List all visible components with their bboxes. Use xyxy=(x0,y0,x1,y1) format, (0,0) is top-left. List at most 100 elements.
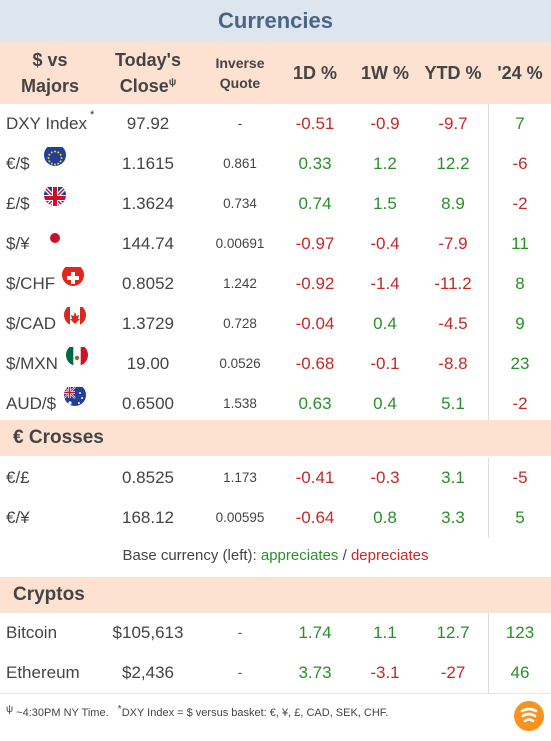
eu-flag-icon xyxy=(44,144,66,166)
row-24: 5 xyxy=(515,508,525,527)
row-1w: -0.1 xyxy=(370,354,400,373)
row-24: 7 xyxy=(515,114,525,133)
header-close-line1: Today's xyxy=(115,50,181,70)
row-ytd: 5.1 xyxy=(441,394,465,413)
legend-sep: / xyxy=(342,547,347,564)
row-1w: -0.3 xyxy=(370,468,400,487)
footnote-time: ~4:30PM NY Time. xyxy=(16,707,109,719)
row-ytd: -11.2 xyxy=(434,274,472,293)
row-inverse: 0.734 xyxy=(223,196,257,211)
header-pair-line1: $ vs xyxy=(32,50,68,70)
legend-down: depreciates xyxy=(350,547,429,564)
row-ytd: -7.9 xyxy=(438,234,468,253)
row-inverse: 0.861 xyxy=(223,156,257,171)
row-close: 97.92 xyxy=(126,114,170,133)
header-24: '24 % xyxy=(497,63,543,83)
header-ytd: YTD % xyxy=(424,63,482,83)
row-1d: 0.74 xyxy=(298,194,332,213)
row-1d: 0.33 xyxy=(298,154,332,173)
row-inverse: - xyxy=(237,625,243,640)
table-row: $/¥ 144.74 0.00691 -0.97 -0.4 -7.9 11 xyxy=(0,224,551,264)
header-inverse: Inverse Quote xyxy=(185,53,295,93)
header-1w: 1W % xyxy=(360,63,409,83)
row-close: 144.74 xyxy=(122,234,174,253)
mexico-flag-icon xyxy=(66,344,88,366)
row-24: 123 xyxy=(505,623,535,642)
row-1d: -0.64 xyxy=(295,508,335,527)
row-name: DXY Index xyxy=(6,114,87,133)
row-24: -5 xyxy=(512,468,528,487)
table-row: DXY Index * 97.92 - -0.51 -0.9 -9.7 7 xyxy=(0,104,551,144)
column-divider xyxy=(488,458,489,538)
row-name: AUD/$ xyxy=(6,394,57,413)
table-row: €/¥ 168.12 0.00595 -0.64 0.8 3.3 5 xyxy=(0,498,551,538)
footer-divider xyxy=(0,693,551,694)
row-1w: 0.4 xyxy=(373,314,397,333)
row-name: Ethereum xyxy=(6,663,80,682)
row-close: 1.3729 xyxy=(122,314,174,333)
section-crosses-title: € Crosses xyxy=(13,427,104,448)
row-inverse: 0.728 xyxy=(223,316,257,331)
row-close: 0.8052 xyxy=(122,274,174,293)
row-1w: -0.9 xyxy=(370,114,400,133)
row-close: 19.00 xyxy=(126,354,170,373)
row-1d: -0.04 xyxy=(295,314,335,333)
row-ytd: -8.8 xyxy=(438,354,468,373)
row-inverse: 0.00595 xyxy=(215,510,265,525)
table-row: $/CHF 0.8052 1.242 -0.92 -1.4 -11.2 8 xyxy=(0,264,551,304)
row-1w: 0.8 xyxy=(373,508,397,527)
row-name: €/¥ xyxy=(6,508,30,527)
row-inverse: 0.00691 xyxy=(215,236,265,251)
row-name: $/CAD xyxy=(6,314,57,333)
uk-flag-icon xyxy=(44,184,66,206)
footnote: ψ ~4:30PM NY Time. *DXY Index = $ versus… xyxy=(6,704,388,722)
row-ytd: 8.9 xyxy=(441,194,465,213)
header-inverse-line2: Quote xyxy=(219,75,261,91)
header-1d: 1D % xyxy=(292,63,337,83)
row-inverse: - xyxy=(237,665,243,680)
row-1w: -3.1 xyxy=(370,663,400,682)
row-close: 1.3624 xyxy=(122,194,174,213)
row-close: 0.6500 xyxy=(122,394,174,413)
row-ytd: 12.2 xyxy=(436,154,470,173)
row-inverse: - xyxy=(237,116,243,131)
row-1w: 1.5 xyxy=(373,194,397,213)
header-close: Today's Closeψ xyxy=(78,47,218,99)
row-name: €/£ xyxy=(6,468,30,487)
row-1d: -0.68 xyxy=(295,354,335,373)
table-header: $ vs Majors Today's Closeψ Inverse Quote… xyxy=(0,42,551,104)
row-24: 9 xyxy=(515,314,525,333)
footnote-psi-mark: ψ xyxy=(6,704,14,715)
row-ytd: 3.3 xyxy=(441,508,465,527)
row-24: -2 xyxy=(512,194,528,213)
header-close-line2: Close xyxy=(119,76,169,96)
row-1d: 1.74 xyxy=(298,623,332,642)
row-close: $105,613 xyxy=(112,623,184,642)
row-24: 8 xyxy=(515,274,525,293)
row-1w: -1.4 xyxy=(370,274,400,293)
row-name: €/$ xyxy=(6,154,30,173)
row-1d: -0.41 xyxy=(295,468,335,487)
row-1d: 0.63 xyxy=(298,394,332,413)
header-pair: $ vs Majors xyxy=(0,47,100,99)
page-title: Currencies xyxy=(0,0,551,42)
row-inverse: 0.0526 xyxy=(219,356,261,371)
row-close: 168.12 xyxy=(122,508,174,527)
row-ytd: 3.1 xyxy=(441,468,465,487)
legend-up: appreciates xyxy=(260,547,339,564)
row-name: $/MXN xyxy=(6,354,58,373)
row-24: -2 xyxy=(512,394,528,413)
legend-note: Base currency (left): appreciates / depr… xyxy=(0,545,551,567)
table-row: Ethereum $2,436 - 3.73 -3.1 -27 46 xyxy=(0,653,551,693)
row-ytd: -9.7 xyxy=(438,114,468,133)
canada-flag-icon xyxy=(64,304,86,326)
table-row: Bitcoin $105,613 - 1.74 1.1 12.7 123 xyxy=(0,613,551,653)
row-1w: 1.2 xyxy=(373,154,397,173)
row-1d: 3.73 xyxy=(298,663,332,682)
row-1d: -0.97 xyxy=(295,234,335,253)
section-cryptos-title: Cryptos xyxy=(13,584,85,605)
table-row: $/CAD 1.3729 0.728 -0.04 0.4 -4.5 9 xyxy=(0,304,551,344)
row-1d: -0.92 xyxy=(295,274,335,293)
row-24: 46 xyxy=(510,663,530,682)
header-inverse-line1: Inverse xyxy=(215,55,265,71)
